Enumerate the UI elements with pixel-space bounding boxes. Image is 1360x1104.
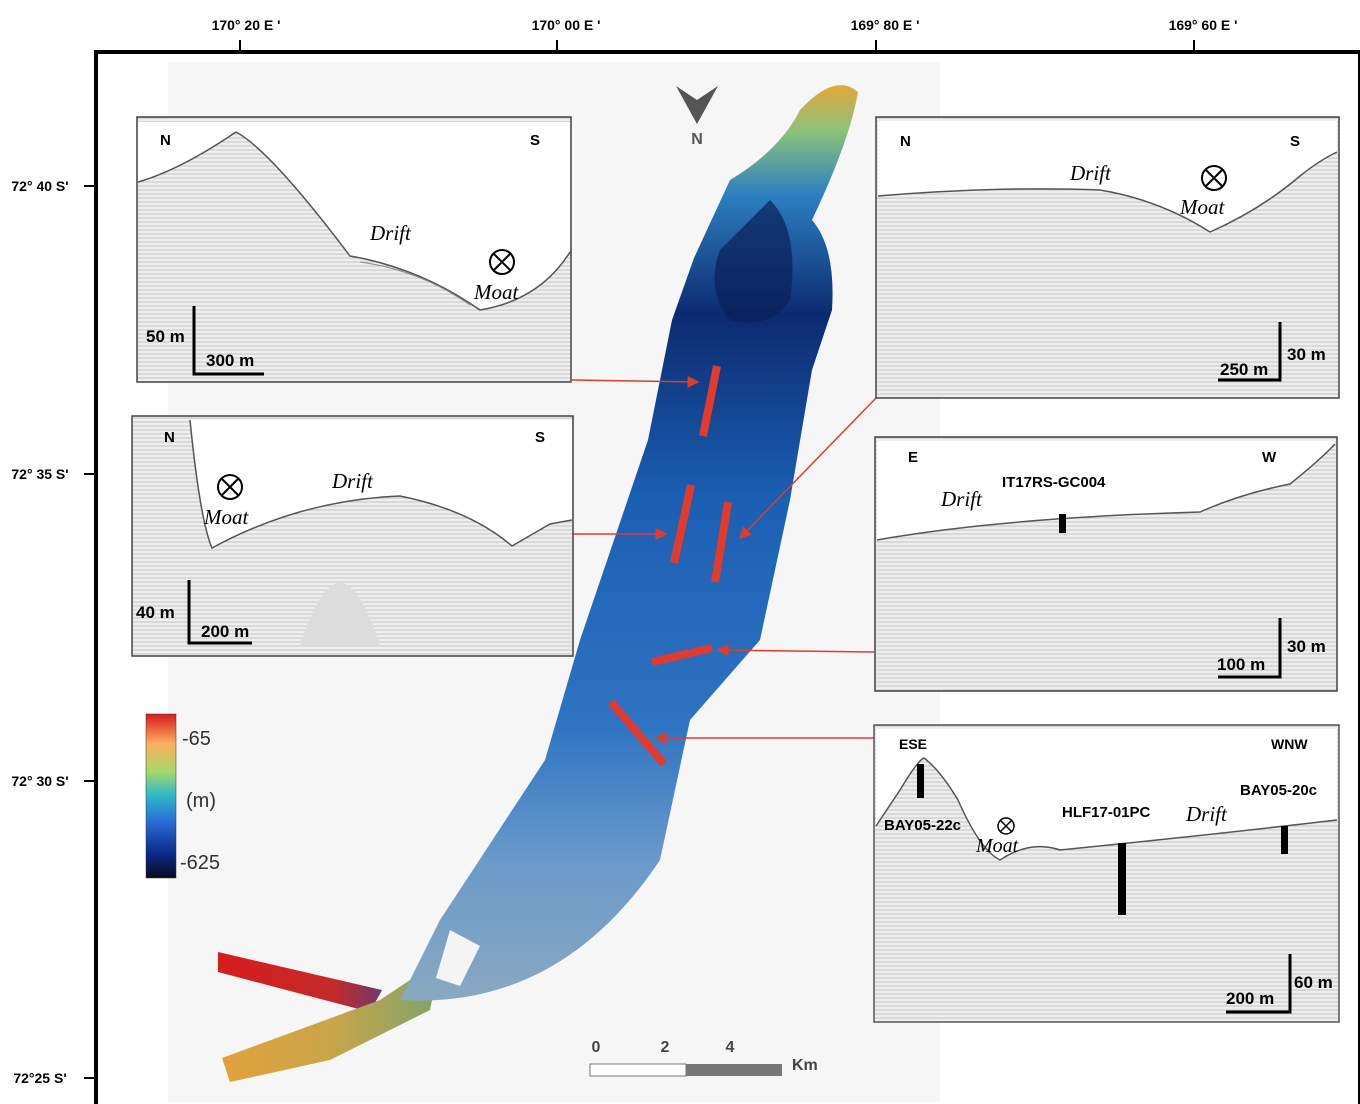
depth-color-bar: [145, 713, 177, 879]
panel1-vscale: 50 m: [146, 327, 185, 346]
panel2-drift-label: Drift: [331, 469, 374, 493]
left-axis: 72° 40 S' 72° 35 S' 72° 30 S' 72°25 S': [11, 178, 96, 1086]
top-axis-label: 170° 00 E ': [532, 17, 601, 33]
profile-lines: [607, 365, 732, 767]
panel4-left-dir: E: [908, 449, 918, 466]
panel3-vscale: 30 m: [1287, 345, 1326, 364]
panel3-moat-label: Moat: [1179, 195, 1225, 219]
core-marker: [1059, 514, 1066, 533]
moat-icon: [1201, 165, 1227, 191]
panel2-vscale: 40 m: [136, 603, 175, 622]
left-axis-label: 72° 35 S': [11, 466, 68, 482]
top-axis-label: 169° 60 E ': [1169, 17, 1238, 33]
panel2-right-dir: S: [535, 429, 545, 446]
panel4-core-label: IT17RS-GC004: [1002, 474, 1106, 491]
panel5-moat-label: Moat: [975, 835, 1019, 857]
panel5-right-dir: WNW: [1271, 736, 1308, 752]
panel4-right-dir: W: [1262, 449, 1277, 466]
seismic-panel-3: N S Drift Moat 30 m 250 m: [875, 116, 1340, 399]
legend-max-label: -65: [182, 728, 211, 750]
top-axis-label: 169° 80 E ': [851, 17, 920, 33]
panel2-hscale: 200 m: [201, 622, 249, 641]
left-axis-label: 72° 30 S': [11, 773, 68, 789]
moat-icon: [217, 474, 243, 500]
scale-tick-label: 0: [592, 1039, 601, 1056]
north-arrow-icon: [676, 86, 718, 124]
top-axis: 170° 20 E ' 170° 00 E ' 169° 80 E ' 169°…: [212, 17, 1238, 52]
core-marker: [1118, 843, 1126, 915]
panel1-drift-label: Drift: [369, 221, 412, 245]
seismic-panel-2: N S Drift Moat 40 m 200 m: [131, 415, 574, 657]
panel5-hscale: 200 m: [1226, 989, 1274, 1008]
legend-min-label: -625: [180, 852, 220, 874]
bathymetry-swath: [218, 85, 858, 1082]
depth-legend: -65 (m) -625: [145, 713, 220, 879]
panel4-hscale: 100 m: [1217, 655, 1265, 674]
panel5-drift-label: Drift: [1185, 802, 1228, 826]
core-marker: [1281, 826, 1288, 854]
top-axis-label: 170° 20 E ': [212, 17, 281, 33]
seismic-panel-4: E W Drift IT17RS-GC004 30 m 100 m: [874, 436, 1338, 692]
panel5-core1-label: BAY05-22c: [884, 817, 961, 834]
core-marker: [917, 764, 924, 798]
scale-tick-label: 4: [726, 1039, 735, 1056]
panel1-left-dir: N: [160, 132, 171, 149]
panel4-vscale: 30 m: [1287, 637, 1326, 656]
panel3-left-dir: N: [900, 133, 911, 150]
panel2-moat-label: Moat: [203, 505, 249, 529]
scale-unit-label: Km: [792, 1057, 818, 1074]
seismic-panel-1: N S Drift Moat 50 m 300 m: [136, 116, 572, 383]
moat-icon: [489, 249, 515, 275]
panel5-left-dir: ESE: [899, 736, 927, 752]
panel3-hscale: 250 m: [1220, 360, 1268, 379]
panel1-hscale: 300 m: [206, 351, 254, 370]
north-arrow: N: [676, 86, 718, 148]
moat-icon: [997, 817, 1015, 835]
legend-unit-label: (m): [186, 790, 216, 812]
connector-arrows: [571, 375, 877, 744]
scale-tick-label: 2: [661, 1039, 670, 1056]
panel3-right-dir: S: [1290, 133, 1300, 150]
panel1-right-dir: S: [530, 132, 540, 149]
left-axis-label: 72°25 S': [13, 1070, 66, 1086]
seismic-panel-5: ESE WNW BAY05-22c Moat HLF17-01PC Drift …: [873, 724, 1340, 1023]
left-axis-label: 72° 40 S': [11, 178, 68, 194]
scale-bar: 0 2 4 Km: [589, 1039, 818, 1077]
panel5-core2-label: HLF17-01PC: [1062, 804, 1151, 821]
panel2-left-dir: N: [164, 429, 175, 446]
panel4-drift-label: Drift: [940, 487, 983, 511]
panel1-moat-label: Moat: [473, 280, 519, 304]
panel5-core3-label: BAY05-20c: [1240, 782, 1317, 799]
panel5-vscale: 60 m: [1294, 973, 1333, 992]
north-arrow-label: N: [691, 131, 703, 148]
panel3-drift-label: Drift: [1069, 161, 1112, 185]
